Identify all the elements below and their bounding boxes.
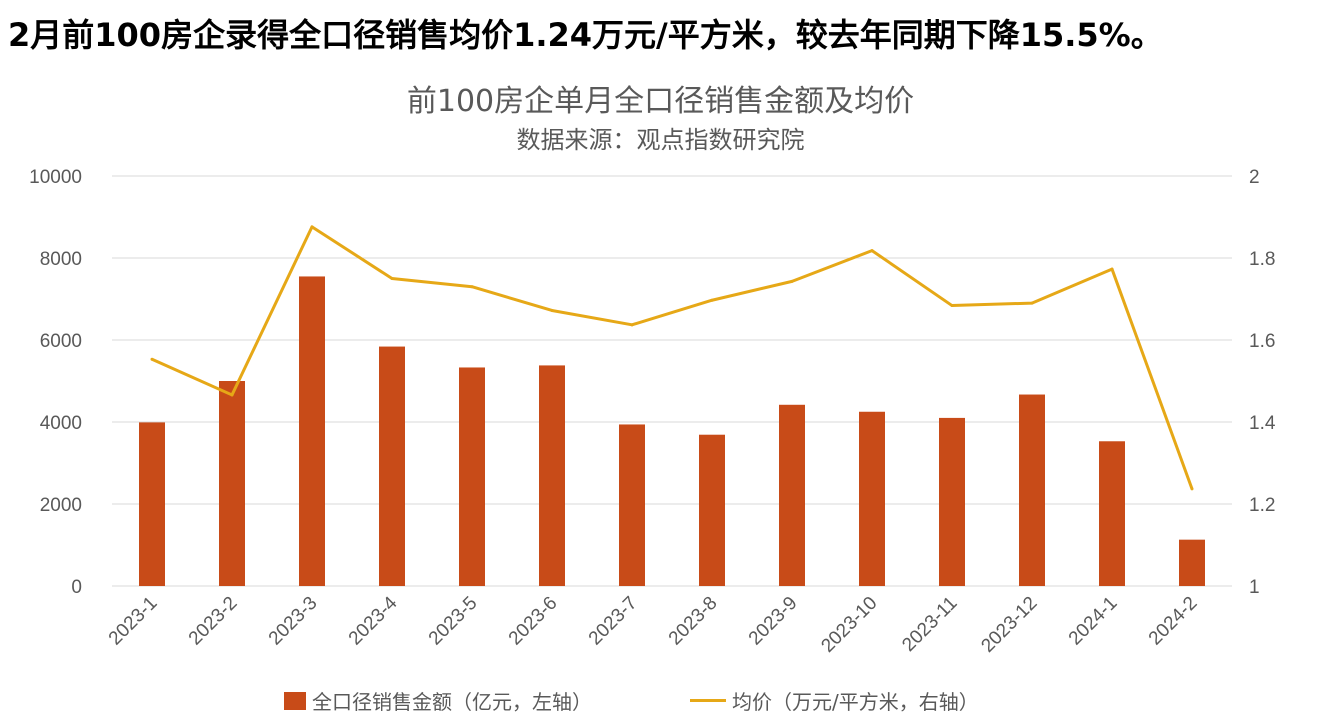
left-axis-tick-label: 2000: [40, 495, 82, 516]
right-axis-tick-label: 1.8: [1249, 249, 1275, 270]
price-line: [151, 225, 1194, 490]
x-axis-tick-label: 2023-7: [585, 593, 642, 650]
left-axis-ticks: 0 2000 4000 6000 8000 10000: [29, 167, 82, 598]
bar: [779, 404, 805, 586]
left-axis-tick-label: 8000: [40, 249, 82, 270]
left-axis-tick-label: 0: [71, 577, 82, 598]
x-axis-tick-label: 2023-10: [817, 593, 881, 657]
chart-title: 前100房企单月全口径销售金额及均价: [406, 84, 915, 119]
bar: [859, 411, 885, 586]
x-axis-tick-label: 2023-4: [345, 592, 402, 649]
price-point: [550, 308, 554, 312]
left-axis-tick-label: 10000: [29, 167, 82, 188]
x-axis-ticks: 2023-1 2023-2 2023-3 2023-4 2023-5 2023-6 2023…: [105, 592, 1202, 656]
price-point: [390, 277, 394, 280]
right-axis-tick-label: 1: [1249, 577, 1260, 598]
bar: [1099, 441, 1125, 586]
x-axis-tick-label: 2024-2: [1145, 593, 1202, 650]
bar: [539, 365, 565, 586]
price-point: [950, 304, 954, 308]
headline: 2月前100房企录得全口径销售均价1.24万元/平方米，较去年同期下降15.5%…: [8, 16, 1163, 54]
price-point: [1190, 487, 1194, 491]
price-point: [1030, 301, 1034, 305]
bar: [219, 381, 245, 586]
price-point: [1110, 267, 1114, 271]
legend-swatch-bar: [284, 691, 306, 710]
left-axis-tick-label: 6000: [40, 331, 82, 352]
bar: [1179, 539, 1205, 586]
line-series: [150, 225, 1194, 491]
x-axis-tick-label: 2024-1: [1065, 593, 1122, 650]
right-axis-tick-label: 1.6: [1249, 331, 1275, 352]
right-axis-tick-label: 2: [1249, 167, 1260, 188]
bar-series: [139, 276, 1205, 586]
legend-item-price: 均价（万元/平方米，右轴）: [690, 686, 979, 715]
bar: [699, 434, 725, 586]
price-point: [150, 357, 154, 361]
right-axis-ticks: 1 1.2 1.4 1.6 1.8 2: [1249, 167, 1276, 598]
legend-label-price: 均价（万元/平方米，右轴）: [732, 690, 979, 714]
price-point: [710, 298, 714, 302]
price-point: [230, 393, 234, 397]
price-point: [470, 285, 474, 289]
x-axis-tick-label: 2023-6: [505, 593, 562, 650]
legend-label-amount: 全口径销售金额（亿元，左轴）: [312, 690, 592, 714]
price-point: [310, 225, 314, 229]
left-axis-tick-label: 4000: [40, 413, 82, 434]
right-axis-tick-label: 1.2: [1249, 495, 1275, 516]
bar: [379, 346, 405, 586]
bar: [619, 424, 645, 586]
x-axis-tick-label: 2023-2: [185, 593, 242, 650]
chart-plot: 0 2000 4000 6000 8000 10000 1 1.2 1.4 1.6 1.8 2 20…: [29, 167, 1276, 657]
grid-lines: [112, 175, 1232, 587]
price-point: [630, 323, 634, 327]
x-axis-tick-label: 2023-8: [665, 593, 722, 650]
bar: [299, 276, 325, 586]
legend: 全口径销售金额（亿元，左轴） 均价（万元/平方米，右轴）: [0, 686, 1321, 716]
bar: [139, 422, 165, 586]
chart-subtitle: 数据来源：观点指数研究院: [516, 126, 805, 154]
x-axis-tick-label: 2023-5: [425, 593, 482, 650]
bar: [459, 367, 485, 586]
legend-item-amount: 全口径销售金额（亿元，左轴）: [284, 686, 592, 715]
bar: [939, 417, 965, 586]
price-point: [870, 249, 874, 253]
right-axis-tick-label: 1.4: [1249, 413, 1276, 434]
x-axis-tick-label: 2023-9: [745, 593, 802, 650]
bar: [1019, 394, 1045, 586]
x-axis-tick-label: 2023-12: [977, 593, 1041, 657]
x-axis-tick-label: 2023-3: [265, 593, 322, 650]
x-axis-tick-label: 2023-1: [105, 593, 162, 650]
price-point: [790, 279, 794, 283]
legend-swatch-line: [690, 699, 726, 702]
x-axis-tick-label: 2023-11: [898, 593, 961, 656]
